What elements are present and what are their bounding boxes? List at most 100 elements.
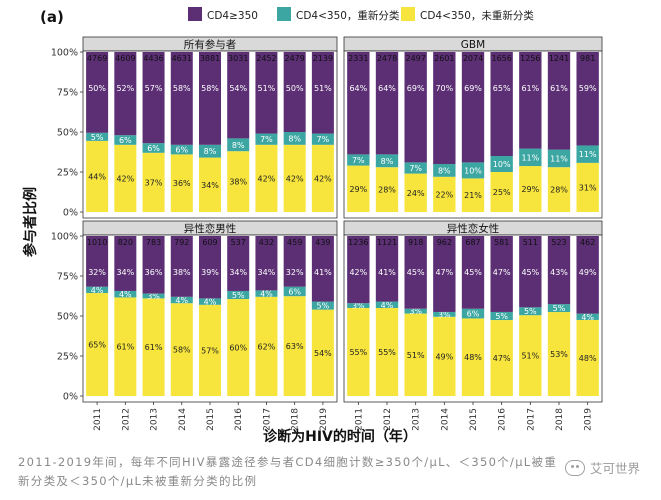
- bar-segment-reclassified: [519, 307, 542, 316]
- bar-segment-not-reclassified: [576, 162, 599, 212]
- bar-segment-cd4-ge-350: [311, 52, 334, 134]
- stacked-bar-2019: 42% 7% 51%: [311, 52, 334, 212]
- data-label: 36%: [173, 179, 191, 188]
- data-label: 61%: [521, 84, 539, 93]
- bar-segment-reclassified: [375, 154, 399, 168]
- stacked-bar-2017: 42% 7% 51%: [255, 52, 278, 212]
- bar-segment-cd4-ge-350: [576, 52, 599, 146]
- data-label: 38%: [229, 178, 247, 187]
- stacked-bar-2015: 48% 6% 45%: [461, 236, 485, 396]
- y-tick-label: 50%: [57, 128, 78, 139]
- y-tick-label: 100%: [51, 232, 78, 243]
- x-tick-label: 2014: [440, 408, 450, 431]
- bar-segment-reclassified: [576, 145, 599, 163]
- data-label: 44%: [88, 172, 106, 181]
- data-label: 54%: [229, 84, 247, 93]
- data-label: 7%: [409, 164, 422, 173]
- facet-title: 所有参与者: [184, 38, 237, 51]
- data-label: 42%: [286, 174, 304, 183]
- x-tick-label: 2015: [469, 408, 479, 431]
- data-label: 62%: [258, 342, 276, 351]
- bar-segment-not-reclassified: [114, 297, 137, 396]
- bar-segment-cd4-ge-350: [198, 52, 222, 145]
- data-label: 36%: [145, 268, 163, 277]
- data-label: 52%: [116, 84, 134, 93]
- wechat-icon: [565, 459, 585, 476]
- data-label: 32%: [286, 268, 304, 277]
- data-label: 29%: [521, 185, 539, 194]
- bar-segment-not-reclassified: [461, 178, 485, 212]
- bar-segment-reclassified: [114, 135, 137, 145]
- bar-segment-reclassified: [433, 164, 456, 177]
- bar-segment-not-reclassified: [375, 167, 399, 212]
- bar-segment-reclassified: [347, 303, 370, 308]
- stacked-bar-2016: 25% 10% 65%: [490, 52, 513, 212]
- bar-segment-reclassified: [283, 286, 306, 297]
- bar-segment-reclassified: [142, 293, 165, 299]
- data-label: 65%: [88, 341, 106, 350]
- bar-segment-reclassified: [311, 133, 334, 145]
- facet-title: 异性恋男性: [184, 222, 237, 235]
- data-label: 34%: [201, 181, 219, 190]
- bar-total-label: 4769: [87, 54, 107, 63]
- bar-segment-reclassified: [170, 296, 193, 304]
- bar-segment-reclassified: [461, 308, 485, 319]
- bar-segment-not-reclassified: [347, 165, 370, 212]
- bar-total-label: 459: [287, 238, 302, 247]
- data-label: 25%: [493, 188, 511, 197]
- data-label: 7%: [352, 156, 365, 165]
- data-label: 6%: [288, 287, 301, 296]
- data-label: 5%: [553, 304, 566, 313]
- bar-total-label: 687: [465, 238, 480, 247]
- bar-segment-reclassified: [198, 144, 222, 158]
- bar-segment-cd4-ge-350: [311, 236, 334, 302]
- x-tick-label: 2012: [383, 408, 393, 431]
- data-label: 4%: [260, 290, 273, 299]
- bar-total-label: 2139: [313, 54, 333, 63]
- data-label: 6%: [467, 310, 480, 319]
- data-label: 53%: [550, 350, 568, 359]
- data-label: 61%: [550, 84, 568, 93]
- stacked-bar-2014: 22% 8% 70%: [433, 52, 456, 212]
- data-label: 38%: [173, 268, 191, 277]
- data-label: 45%: [407, 268, 425, 277]
- data-label: 49%: [435, 352, 453, 361]
- bar-segment-cd4-ge-350: [114, 236, 137, 291]
- bar-segment-reclassified: [519, 148, 542, 167]
- stacked-bar-2017: 29% 11% 61%: [519, 52, 542, 212]
- data-label: 55%: [378, 348, 396, 357]
- data-label: 43%: [550, 268, 568, 277]
- x-tick-label: 2015: [206, 408, 216, 431]
- data-label: 34%: [229, 268, 247, 277]
- data-label: 69%: [407, 84, 425, 93]
- bar-total-label: 1010: [87, 238, 107, 247]
- data-label: 60%: [229, 344, 247, 353]
- data-label: 39%: [201, 268, 219, 277]
- stacked-bar-2019: 48% 4% 49%: [576, 236, 599, 396]
- stacked-bar-2011: 29% 7% 64%: [347, 52, 370, 212]
- facet-title: GBM: [461, 39, 485, 51]
- stacked-bar-2012: 42% 6% 52%: [114, 52, 137, 212]
- data-label: 4%: [119, 290, 132, 299]
- y-tick-label: 75%: [57, 272, 78, 283]
- data-label: 58%: [173, 346, 191, 355]
- data-label: 69%: [464, 84, 482, 93]
- bar-segment-not-reclassified: [283, 144, 306, 212]
- bar-segment-reclassified: [404, 308, 427, 314]
- data-label: 58%: [201, 84, 219, 93]
- bar-segment-cd4-ge-350: [433, 52, 456, 164]
- data-label: 11%: [550, 154, 568, 163]
- data-label: 29%: [349, 185, 367, 194]
- bar-total-label: 609: [202, 238, 217, 247]
- data-label: 42%: [314, 174, 332, 183]
- data-label: 51%: [258, 84, 276, 93]
- x-tick-label: 2018: [291, 408, 301, 431]
- bar-segment-not-reclassified: [198, 304, 222, 396]
- bar-segment-not-reclassified: [433, 176, 456, 212]
- bar-segment-cd4-ge-350: [490, 52, 513, 156]
- bar-segment-reclassified: [461, 162, 485, 179]
- data-label: 8%: [438, 166, 451, 175]
- data-label: 42%: [258, 174, 276, 183]
- stacked-bar-2011: 65% 4% 32%: [86, 236, 109, 396]
- data-label: 8%: [204, 147, 217, 156]
